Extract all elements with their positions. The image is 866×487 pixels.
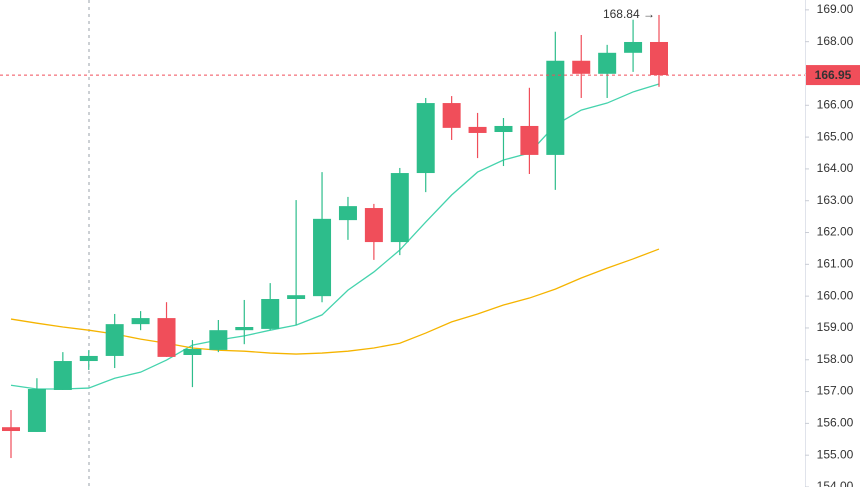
y-tick-label: 154.00 xyxy=(817,479,854,487)
high-annotation: 168.84 → xyxy=(603,7,655,21)
candle-body xyxy=(2,427,20,432)
candle-body xyxy=(650,41,668,76)
candle-body xyxy=(313,218,332,297)
y-tick-label: 164.00 xyxy=(817,161,854,175)
y-tick-label: 165.00 xyxy=(817,129,854,143)
candle-body xyxy=(157,318,176,357)
candle-body xyxy=(442,103,461,128)
candle-body xyxy=(261,299,280,329)
candle-body xyxy=(494,125,513,133)
candle-body xyxy=(235,326,254,331)
candle-body xyxy=(183,348,202,355)
y-tick-label: 166.00 xyxy=(817,97,854,111)
y-tick-label: 169.00 xyxy=(817,2,854,16)
y-tick-label: 163.00 xyxy=(817,193,854,207)
candle-body xyxy=(287,295,306,300)
candle-body xyxy=(390,173,409,243)
candle-body xyxy=(624,41,643,53)
last-price-box xyxy=(806,65,860,86)
candle-body xyxy=(546,60,565,155)
y-tick-label: 168.00 xyxy=(817,34,854,48)
candle-body xyxy=(209,330,228,350)
candle-body xyxy=(338,206,357,221)
y-tick-label: 157.00 xyxy=(817,384,854,398)
y-tick-label: 160.00 xyxy=(817,288,854,302)
y-tick-label: 155.00 xyxy=(817,447,854,461)
candle-body xyxy=(105,324,124,356)
candle-body xyxy=(131,318,150,325)
y-tick-label: 159.00 xyxy=(817,320,854,334)
y-tick-label: 162.00 xyxy=(817,225,854,239)
candle-body xyxy=(598,52,617,74)
last-price-label: 166.95 xyxy=(815,68,852,82)
candle-body xyxy=(572,60,591,74)
candle-body xyxy=(416,103,435,174)
candle-body xyxy=(79,355,98,362)
candle-body xyxy=(364,208,383,243)
candle-body xyxy=(27,389,46,432)
y-tick-label: 156.00 xyxy=(817,416,854,430)
y-tick-label: 158.00 xyxy=(817,352,854,366)
candle-body xyxy=(520,125,539,155)
candle-body xyxy=(53,361,72,390)
y-tick-label: 161.00 xyxy=(817,257,854,271)
candle-body xyxy=(468,126,487,133)
